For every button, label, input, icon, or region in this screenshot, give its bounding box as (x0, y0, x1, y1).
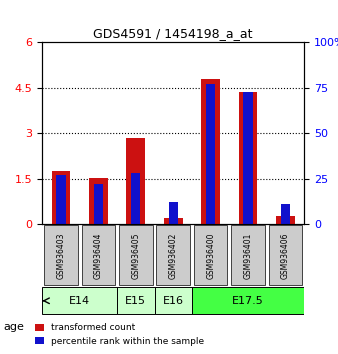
Text: E15: E15 (125, 296, 146, 306)
Text: E16: E16 (163, 296, 184, 306)
Bar (169, 202, 178, 224)
Bar (131, 173, 141, 224)
Bar (126, 138, 145, 224)
FancyBboxPatch shape (119, 225, 153, 285)
FancyBboxPatch shape (156, 225, 190, 285)
Bar (201, 79, 220, 224)
Bar (56, 175, 66, 224)
Text: GSM936406: GSM936406 (281, 232, 290, 279)
Text: GSM936400: GSM936400 (206, 232, 215, 279)
FancyBboxPatch shape (44, 225, 78, 285)
Bar (243, 92, 253, 224)
Bar (276, 216, 295, 224)
FancyBboxPatch shape (231, 225, 265, 285)
Bar (281, 204, 290, 224)
FancyBboxPatch shape (81, 225, 115, 285)
Text: GSM936402: GSM936402 (169, 232, 178, 279)
Text: GSM936405: GSM936405 (131, 232, 140, 279)
Bar (89, 178, 108, 224)
Text: GSM936401: GSM936401 (244, 232, 252, 279)
FancyBboxPatch shape (117, 287, 154, 314)
Bar (94, 184, 103, 224)
FancyBboxPatch shape (154, 287, 192, 314)
Text: E14: E14 (69, 296, 90, 306)
Text: GSM936403: GSM936403 (56, 232, 66, 279)
FancyBboxPatch shape (42, 287, 117, 314)
Bar (239, 92, 258, 224)
Title: GDS4591 / 1454198_a_at: GDS4591 / 1454198_a_at (94, 27, 253, 40)
FancyBboxPatch shape (269, 225, 302, 285)
Text: E17.5: E17.5 (232, 296, 264, 306)
Text: GSM936404: GSM936404 (94, 232, 103, 279)
Bar (164, 218, 183, 224)
Text: age: age (3, 322, 24, 332)
FancyBboxPatch shape (192, 287, 304, 314)
Bar (52, 171, 70, 224)
FancyBboxPatch shape (194, 225, 227, 285)
Legend: transformed count, percentile rank within the sample: transformed count, percentile rank withi… (31, 320, 208, 349)
Bar (206, 84, 215, 224)
